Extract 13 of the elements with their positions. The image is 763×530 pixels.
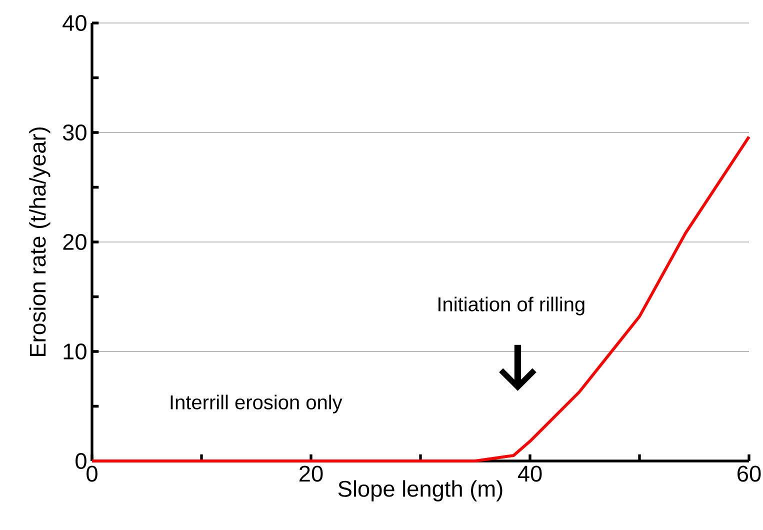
y-tick-label: 10 bbox=[64, 343, 86, 360]
y-tick-label: 30 bbox=[62, 124, 86, 141]
x-axis-title: Slope length (m) bbox=[338, 480, 502, 502]
annotation: Initiation of rilling bbox=[438, 296, 584, 316]
y-axis-title: Erosion rate (t/ha/year) bbox=[29, 128, 50, 356]
x-tick-label: 0 bbox=[86, 466, 98, 482]
x-tick-label: 20 bbox=[300, 466, 323, 482]
x-tick-label: 40 bbox=[518, 466, 542, 482]
y-tick-label: 40 bbox=[62, 14, 86, 32]
y-tick-label: 0 bbox=[76, 452, 86, 470]
x-tick-label: 60 bbox=[738, 466, 761, 482]
y-tick-label: 20 bbox=[63, 234, 86, 250]
annotation: Interrill erosion only bbox=[170, 394, 342, 414]
